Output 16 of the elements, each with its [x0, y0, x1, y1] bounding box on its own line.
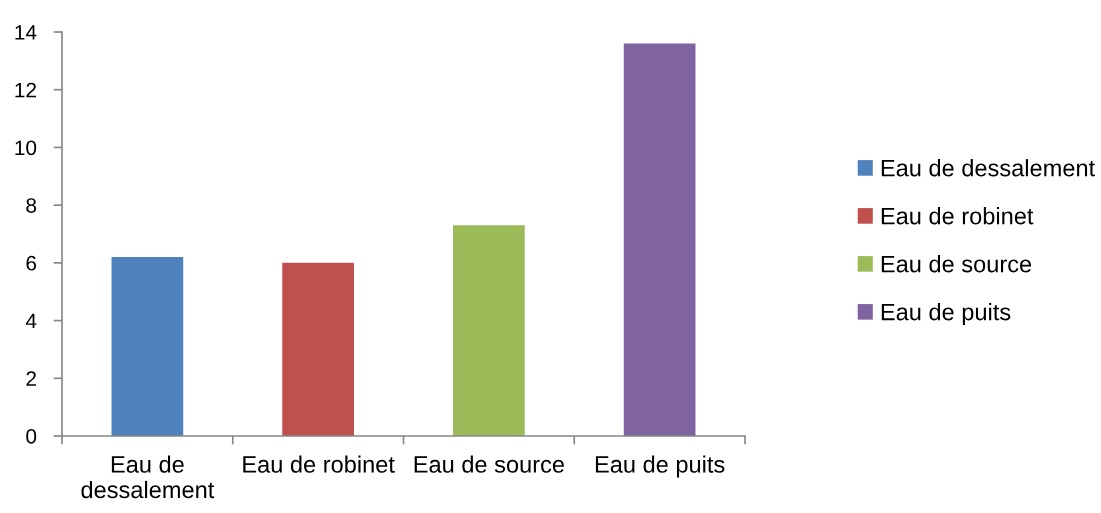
y-tick-label: 14 [15, 25, 37, 40]
y-tick-label: 4 [25, 313, 37, 329]
legend-label: Eau de puits [881, 303, 1011, 326]
y-tick-label: 2 [26, 371, 36, 386]
legend-label: Eau de source [881, 255, 1032, 273]
legend-label: Eau de robinet [881, 207, 1034, 225]
y-tick-label: 6 [26, 255, 37, 271]
y-tick-label: 0 [26, 429, 37, 444]
x-tick-label: Eau de puits [595, 455, 725, 478]
y-tick-label: 12 [15, 82, 36, 98]
y-tick-label: 8 [26, 198, 37, 213]
x-tick-label: Eau de source [414, 455, 564, 473]
x-tick-label: Eau de robinet [243, 455, 395, 473]
legend-label: Eau de dessalement [881, 159, 1095, 177]
x-tick-label: Eau de dessalement [81, 455, 215, 499]
y-tick-label: 10 [15, 140, 37, 156]
